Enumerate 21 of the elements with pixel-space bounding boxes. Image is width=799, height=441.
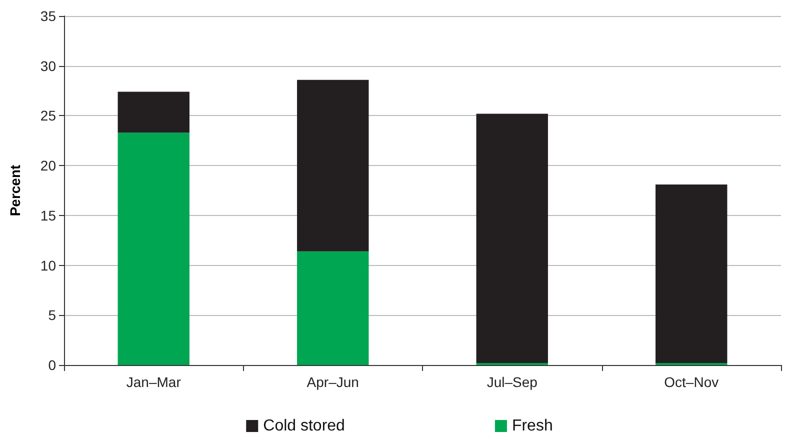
- bar: [297, 251, 369, 365]
- legend-label: Fresh: [512, 418, 553, 434]
- y-tick-label: 0: [48, 357, 56, 373]
- y-tick-label: 25: [40, 108, 56, 124]
- y-tick-label: 35: [40, 8, 56, 24]
- bar: [118, 132, 190, 365]
- x-tick-label: Jan–Mar: [126, 374, 182, 390]
- y-axis-title: Percent: [7, 164, 23, 216]
- bar: [297, 80, 369, 252]
- x-tick-label: Oct–Nov: [664, 374, 719, 390]
- legend-label: Cold stored: [263, 418, 345, 434]
- bar: [656, 184, 728, 364]
- y-tick-label: 5: [48, 307, 56, 324]
- bar: [476, 114, 548, 364]
- y-tick-label: 20: [40, 158, 56, 174]
- x-tick-label: Jul–Sep: [486, 374, 538, 390]
- y-tick-label: 15: [40, 207, 56, 224]
- y-tick-label: 10: [40, 257, 56, 274]
- bar: [118, 92, 190, 133]
- y-tick-label: 30: [40, 58, 56, 74]
- x-tick-label: Apr–Jun: [306, 374, 359, 390]
